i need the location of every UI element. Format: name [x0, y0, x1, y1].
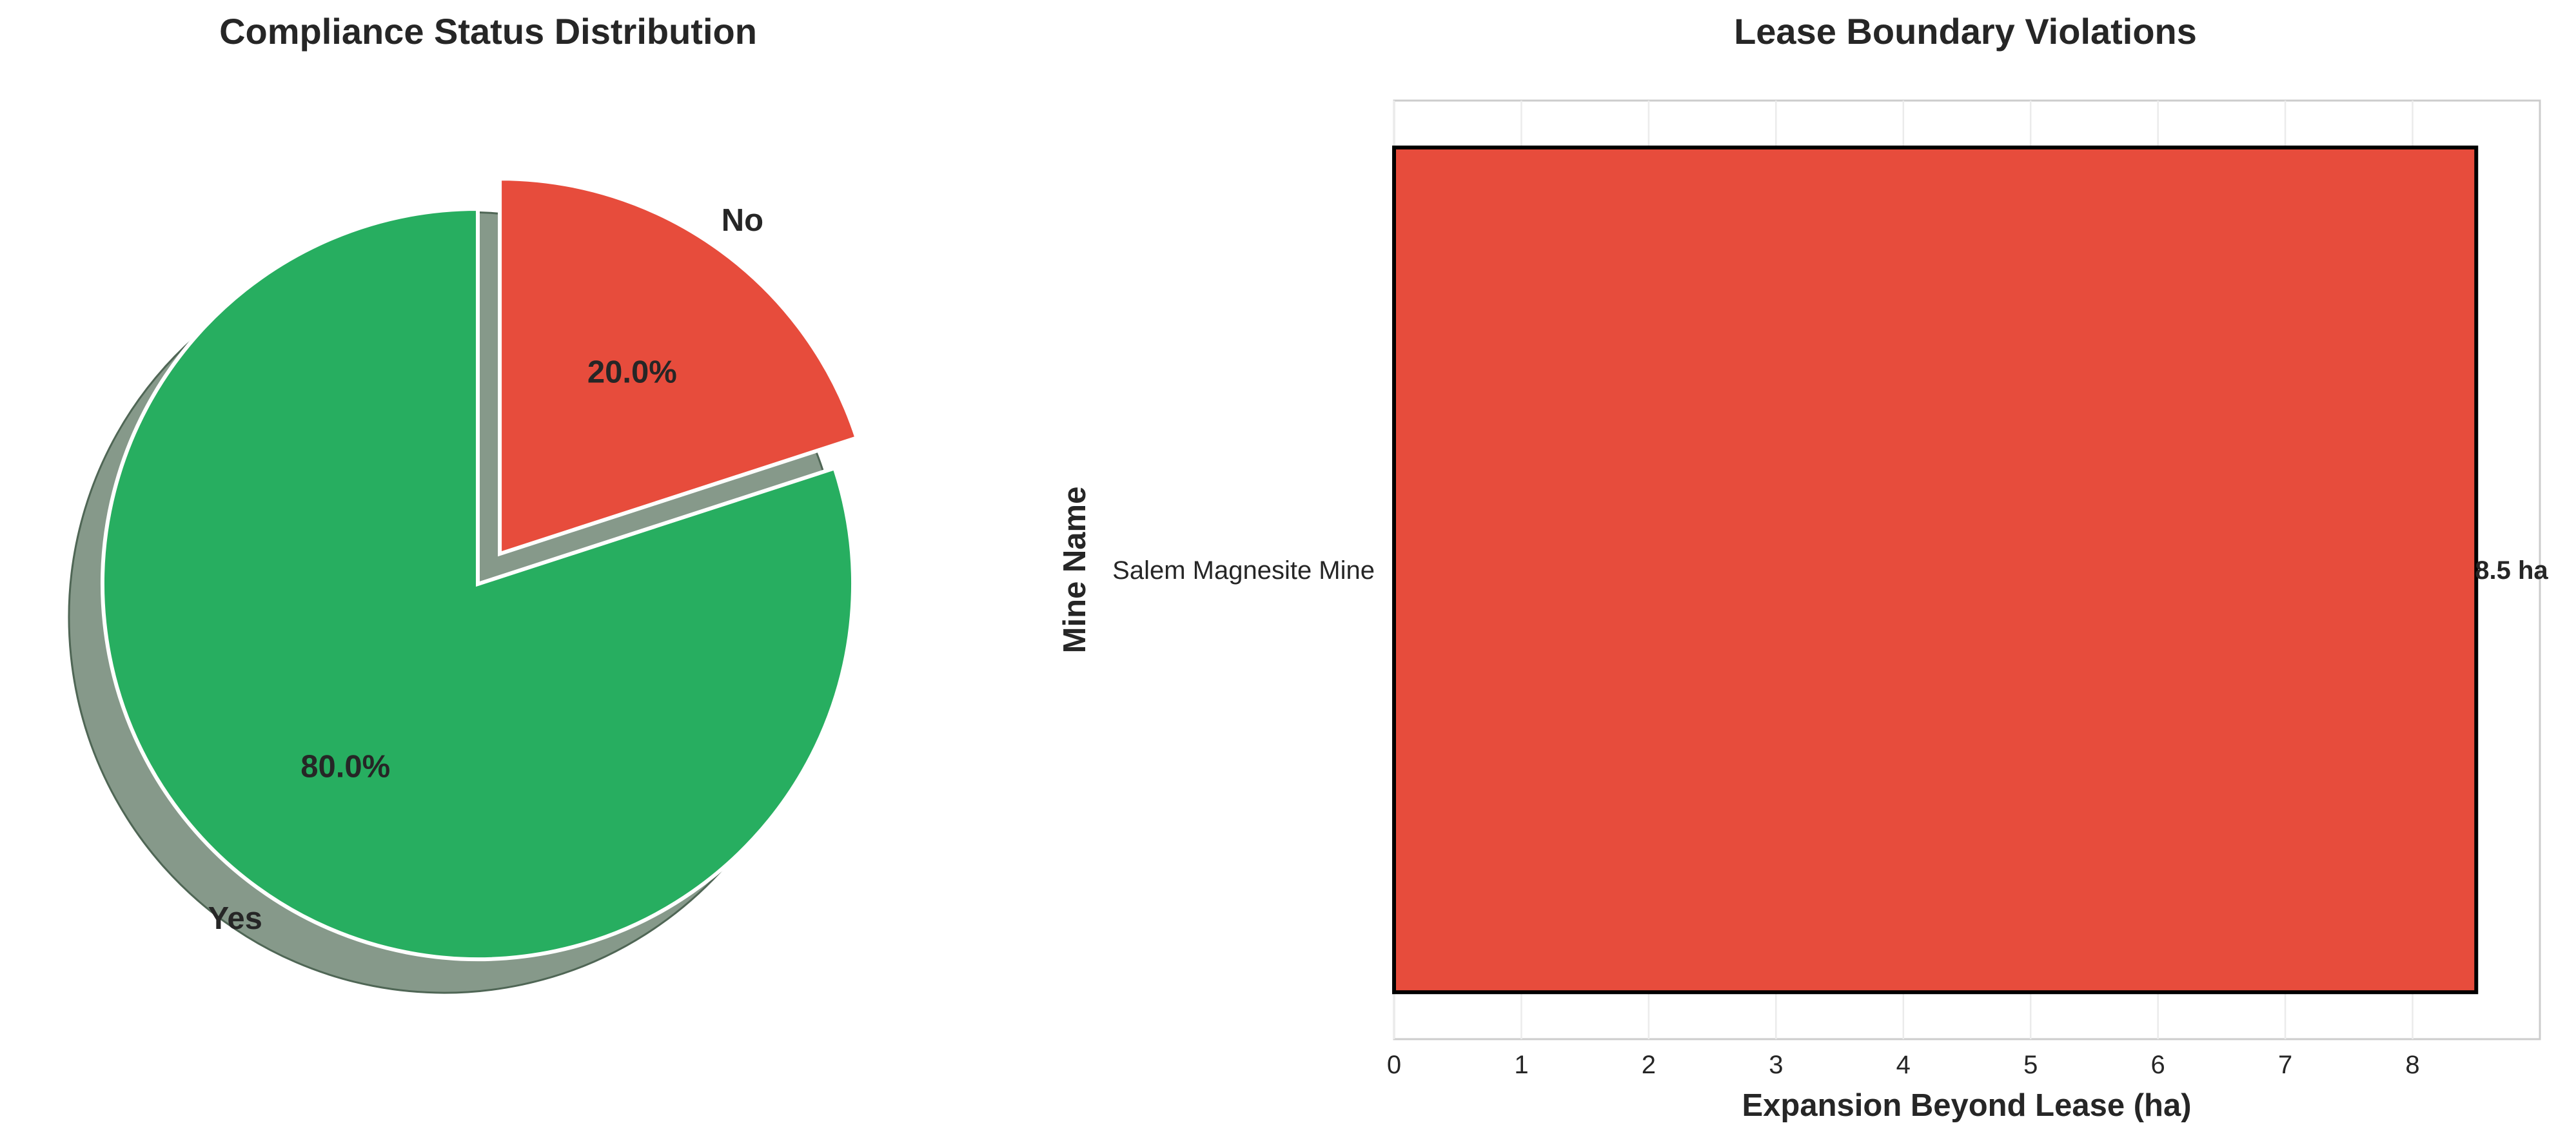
bar-chart-title: Lease Boundary Violations: [1734, 11, 2197, 52]
pie-label-yes: Yes: [208, 901, 262, 936]
pie-slice-layer: [101, 177, 860, 961]
bar-salem-magnesite-mine: [1392, 145, 2479, 995]
pie-slice-no: [498, 177, 860, 557]
x-tick-label: 8: [2405, 1051, 2419, 1079]
pie-pct-yes: 80.0%: [300, 750, 390, 785]
pie-label-layer: No 20.0% Yes 80.0%: [208, 203, 763, 936]
x-axis-label: Expansion Beyond Lease (ha): [1742, 1088, 2191, 1123]
y-tick-label: Salem Magnesite Mine: [1112, 556, 1375, 585]
bar-layer: [1392, 145, 2479, 995]
x-tick-label: 1: [1514, 1051, 1528, 1079]
x-tick-label: 6: [2151, 1051, 2165, 1079]
pie-slice-yes: [101, 206, 855, 961]
bar-value-label: 8.5 ha: [2475, 556, 2548, 585]
x-tick-label: 2: [1642, 1051, 1656, 1079]
x-tick-label: 4: [1896, 1051, 1911, 1079]
pie-label-no: No: [722, 203, 763, 238]
tick-label-layer: 0 1 2 3 4 5 6 7 8 Salem Magnesite Mine 8.5 ha: [1112, 556, 2548, 1079]
x-tick-label: 7: [2278, 1051, 2292, 1079]
pie-chart: Compliance Status Distribution No 20.0% Ye…: [68, 11, 860, 994]
pie-chart-title: Compliance Status Distribution: [219, 11, 757, 52]
x-tick-label: 5: [2023, 1051, 2038, 1079]
x-tick-label: 3: [1769, 1051, 1783, 1079]
bar-chart: Lease Boundary Violations 0 1 2 3 4 5 6 7 8 Salem…: [1057, 11, 2548, 1123]
y-axis-label: Mine Name: [1057, 487, 1092, 654]
pie-pct-no: 20.0%: [587, 355, 677, 390]
x-tick-label: 0: [1387, 1051, 1401, 1079]
